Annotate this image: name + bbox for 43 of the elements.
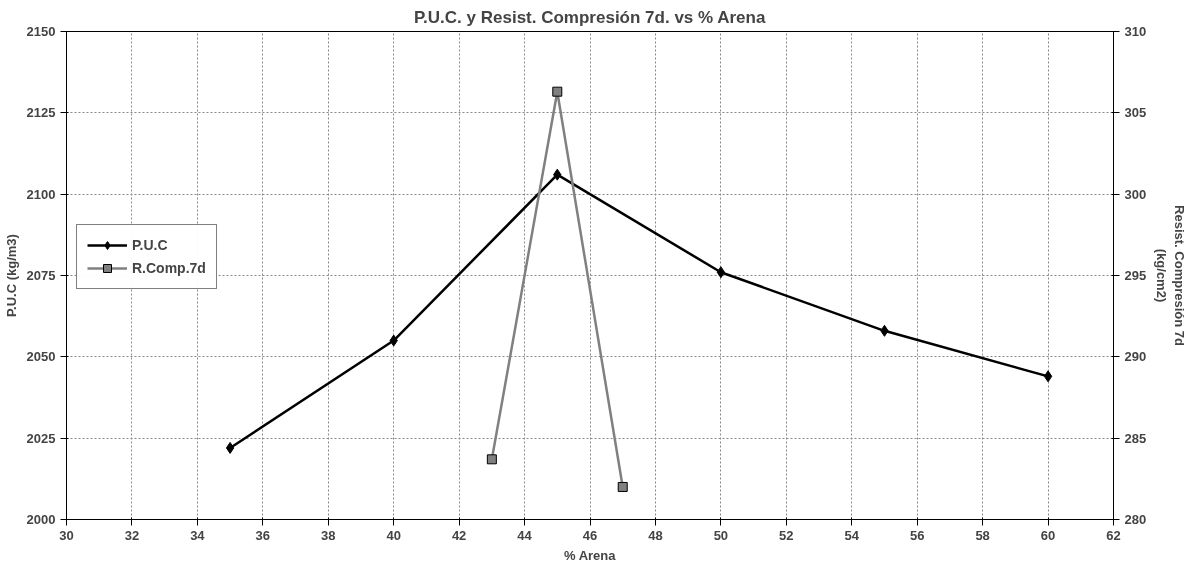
y2-tick-label: 280 xyxy=(1124,512,1147,527)
x-tick-label: 34 xyxy=(190,527,206,543)
y2-axis-title: Resist. Compresión 7d (kg/cm2) xyxy=(1154,205,1188,346)
point xyxy=(552,86,563,97)
y2-tick-label: 285 xyxy=(1124,430,1147,446)
x-tick-label: 38 xyxy=(321,527,336,543)
point xyxy=(1043,370,1053,383)
x-tick-label: 52 xyxy=(779,527,794,543)
x-tick-label: 62 xyxy=(1106,527,1121,543)
x-tick-label: 56 xyxy=(909,527,925,543)
x-tick-label: 40 xyxy=(386,527,401,543)
x-tick-label: 46 xyxy=(582,527,598,543)
x-tick-label: 60 xyxy=(1040,527,1056,543)
y2-tick-label: 300 xyxy=(1124,186,1147,202)
y2-tick-label: 305 xyxy=(1124,105,1147,121)
x-axis-title: % Arena xyxy=(563,547,617,563)
x-tick-label: 44 xyxy=(517,527,533,543)
y-axis-title: P.U.C (kg/m3) xyxy=(3,234,19,317)
x-tick-label: 48 xyxy=(648,527,663,543)
y-tick-label: 2025 xyxy=(26,430,56,446)
x-tick-label: 58 xyxy=(975,527,990,543)
y-tick-label: 2075 xyxy=(26,268,56,283)
y2-tick-label: 310 xyxy=(1124,24,1147,39)
point xyxy=(225,441,235,454)
point xyxy=(617,481,628,492)
x-tick-label: 32 xyxy=(124,527,140,543)
legend-label: R.Comp.7d xyxy=(132,260,206,276)
y-tick-label: 2100 xyxy=(26,186,56,202)
x-tick-label: 42 xyxy=(451,527,467,543)
y-tick-label: 2050 xyxy=(26,349,56,365)
legend-label: P.U.C xyxy=(132,237,168,253)
y-tick-label: 2150 xyxy=(26,24,56,39)
y2-tick-label: 290 xyxy=(1124,349,1147,365)
x-tick-label: 36 xyxy=(255,527,271,543)
y2-tick-label: 295 xyxy=(1124,268,1147,283)
chart-title: P.U.C. y Resist. Compresión 7d. vs % Arena xyxy=(413,7,766,27)
x-tick-label: 30 xyxy=(59,527,74,543)
point xyxy=(486,454,497,465)
x-tick-label: 50 xyxy=(713,527,729,543)
point xyxy=(716,266,726,279)
x-tick-label: 54 xyxy=(844,527,860,543)
y-tick-label: 2000 xyxy=(26,512,56,527)
y-tick-label: 2125 xyxy=(26,105,56,121)
